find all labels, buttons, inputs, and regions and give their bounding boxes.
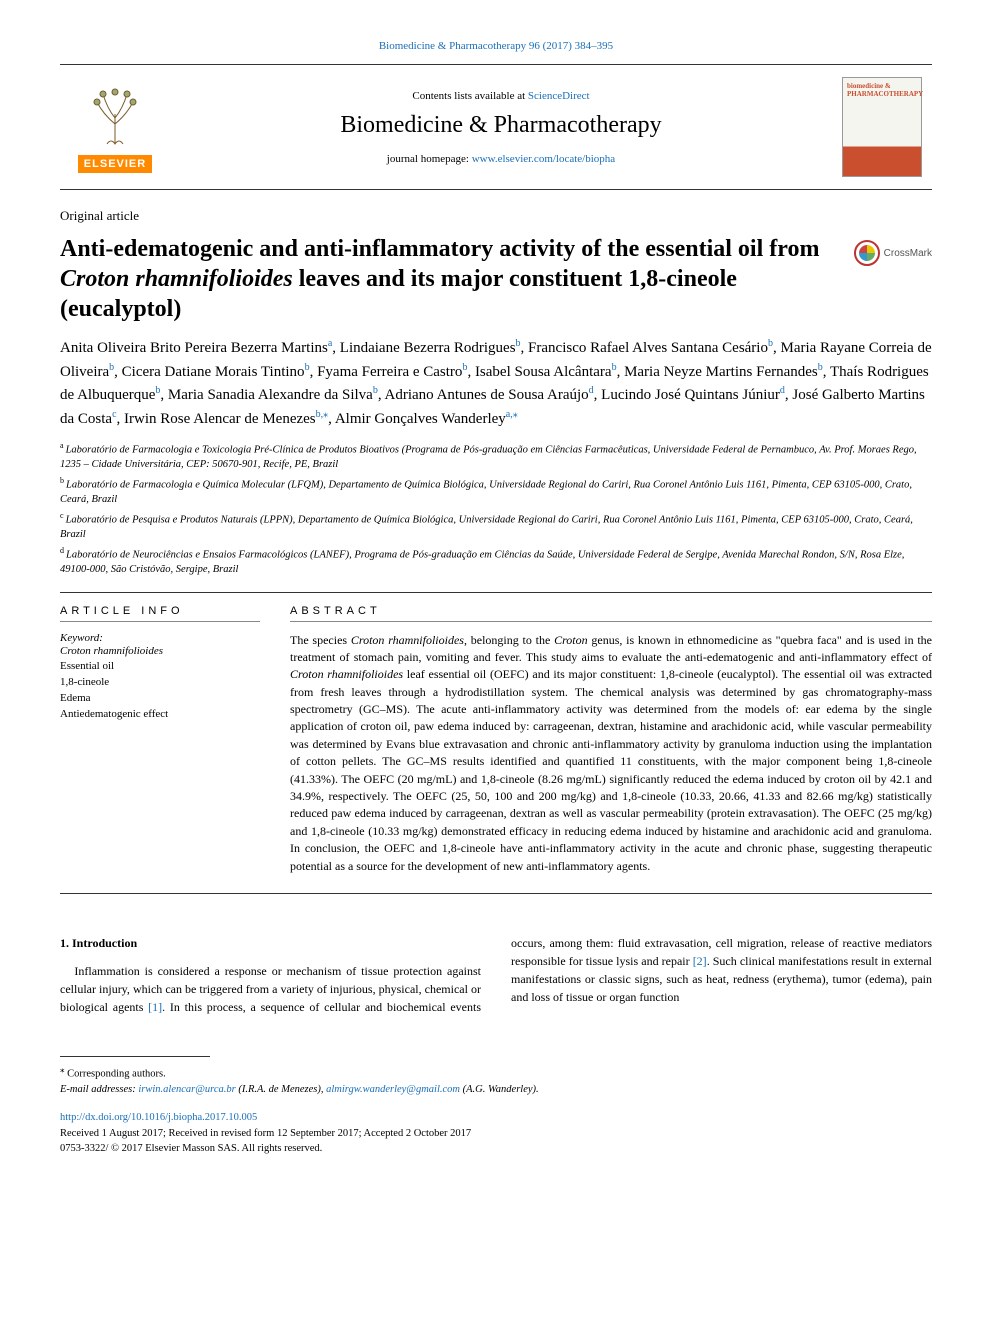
doi-link[interactable]: http://dx.doi.org/10.1016/j.biopha.2017.… xyxy=(60,1112,257,1123)
affiliations: aLaboratório de Farmacologia e Toxicolog… xyxy=(60,440,932,578)
abstract-text: The species Croton rhamnifolioides, belo… xyxy=(290,632,932,875)
ref-1-link[interactable]: [1] xyxy=(148,1000,162,1014)
author: Maria Sanadia Alexandre da Silvab xyxy=(168,387,378,403)
contents-prefix: Contents lists available at xyxy=(412,90,527,102)
corresponding-authors: ⁎ Corresponding authors. xyxy=(60,1063,932,1082)
intro-heading: 1. Introduction xyxy=(60,934,481,952)
keyword-list: Croton rhamnifolioidesEssential oil1,8-c… xyxy=(60,644,260,724)
author: Francisco Rafael Alves Santana Cesáriob xyxy=(528,340,773,356)
affiliation-a: aLaboratório de Farmacologia e Toxicolog… xyxy=(60,440,932,473)
article-type: Original article xyxy=(60,208,932,224)
divider-lower xyxy=(60,893,932,894)
homepage-link[interactable]: www.elsevier.com/locate/biopha xyxy=(472,153,615,165)
author: Maria Neyze Martins Fernandesb xyxy=(624,364,823,380)
contents-line: Contents lists available at ScienceDirec… xyxy=(170,90,832,102)
keyword-label: Keyword: xyxy=(60,632,260,644)
abstract-heading: ABSTRACT xyxy=(290,605,932,617)
ref-2-link[interactable]: [2] xyxy=(693,954,707,968)
crossmark-label: CrossMark xyxy=(884,248,932,259)
author: Lucindo José Quintans Júniurd xyxy=(601,387,785,403)
introduction-section: 1. Introduction Inflammation is consider… xyxy=(60,934,932,1016)
footer: ⁎ Corresponding authors. E-mail addresse… xyxy=(60,1056,932,1157)
authors: Anita Oliveira Brito Pereira Bezerra Mar… xyxy=(60,336,932,430)
keyword: Essential oil xyxy=(60,659,260,675)
affiliation-d: dLaboratório de Neurociências e Ensaios … xyxy=(60,545,932,578)
email-addresses: E-mail addresses: irwin.alencar@urca.br … xyxy=(60,1082,932,1098)
journal-cover-thumb: biomedicine & PHARMACOTHERAPY xyxy=(842,77,922,177)
email-1[interactable]: irwin.alencar@urca.br xyxy=(138,1084,235,1095)
crossmark-icon xyxy=(854,240,880,266)
author: Fyama Ferreira e Castrob xyxy=(317,364,467,380)
info-divider xyxy=(60,621,260,622)
divider xyxy=(60,592,932,593)
sciencedirect-link[interactable]: ScienceDirect xyxy=(528,90,590,102)
author: Anita Oliveira Brito Pereira Bezerra Mar… xyxy=(60,340,332,356)
elsevier-tree-icon xyxy=(80,81,150,151)
author: Almir Gonçalves Wanderleya,⁎ xyxy=(335,411,518,427)
author: Lindaiane Bezerra Rodriguesb xyxy=(340,340,521,356)
affiliation-c: cLaboratório de Pesquisa e Produtos Natu… xyxy=(60,510,932,543)
dates-line: Received 1 August 2017; Received in revi… xyxy=(60,1126,932,1142)
publisher-wordmark: ELSEVIER xyxy=(78,155,152,173)
header-center: Contents lists available at ScienceDirec… xyxy=(170,90,832,165)
homepage-prefix: journal homepage: xyxy=(387,153,472,165)
homepage-line: journal homepage: www.elsevier.com/locat… xyxy=(170,153,832,165)
abstract-divider xyxy=(290,621,932,622)
keyword: 1,8-cineole xyxy=(60,675,260,691)
affiliation-b: bLaboratório de Farmacologia e Química M… xyxy=(60,475,932,508)
cover-col: biomedicine & PHARMACOTHERAPY xyxy=(832,77,932,177)
citation-line: Biomedicine & Pharmacotherapy 96 (2017) … xyxy=(60,40,932,52)
title-pre: Anti-edematogenic and anti-inflammatory … xyxy=(60,236,819,262)
publisher-logo-col: ELSEVIER xyxy=(60,81,170,173)
footer-divider xyxy=(60,1056,210,1057)
author: Adriano Antunes de Sousa Araújod xyxy=(385,387,594,403)
crossmark[interactable]: CrossMark xyxy=(854,240,932,266)
citation-link[interactable]: Biomedicine & Pharmacotherapy 96 (2017) … xyxy=(379,40,613,52)
title-species: Croton rhamnifolioides xyxy=(60,266,293,292)
article-info-col: ARTICLE INFO Keyword: Croton rhamnifolio… xyxy=(60,605,260,875)
author: Isabel Sousa Alcântarab xyxy=(475,364,617,380)
author: Irwin Rose Alencar de Menezesb,⁎ xyxy=(124,411,328,427)
cover-title: biomedicine & PHARMACOTHERAPY xyxy=(847,82,917,98)
email-2[interactable]: almirgw.wanderley@gmail.com xyxy=(326,1084,460,1095)
issn-line: 0753-3322/ © 2017 Elsevier Masson SAS. A… xyxy=(60,1141,932,1157)
keyword: Croton rhamnifolioides xyxy=(60,644,260,660)
journal-name: Biomedicine & Pharmacotherapy xyxy=(170,112,832,139)
keyword: Antiedematogenic effect xyxy=(60,707,260,723)
article-info-heading: ARTICLE INFO xyxy=(60,605,260,617)
article-title: Anti-edematogenic and anti-inflammatory … xyxy=(60,234,838,324)
abstract-col: ABSTRACT The species Croton rhamnifolioi… xyxy=(290,605,932,875)
keyword: Edema xyxy=(60,691,260,707)
doi-line: http://dx.doi.org/10.1016/j.biopha.2017.… xyxy=(60,1110,932,1126)
journal-header: ELSEVIER Contents lists available at Sci… xyxy=(60,64,932,190)
author: Cicera Datiane Morais Tintinob xyxy=(122,364,310,380)
